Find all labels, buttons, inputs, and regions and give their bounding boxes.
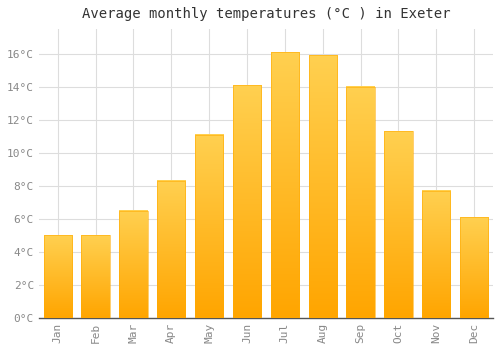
Bar: [460, 217, 488, 318]
Bar: [384, 131, 412, 318]
Bar: [422, 191, 450, 318]
Bar: [195, 135, 224, 318]
Bar: [157, 181, 186, 318]
Bar: [44, 236, 72, 318]
Bar: [119, 211, 148, 318]
Bar: [346, 87, 375, 318]
Bar: [233, 85, 261, 318]
Title: Average monthly temperatures (°C ) in Exeter: Average monthly temperatures (°C ) in Ex…: [82, 7, 450, 21]
Bar: [308, 55, 337, 318]
Bar: [82, 236, 110, 318]
Bar: [270, 52, 299, 318]
